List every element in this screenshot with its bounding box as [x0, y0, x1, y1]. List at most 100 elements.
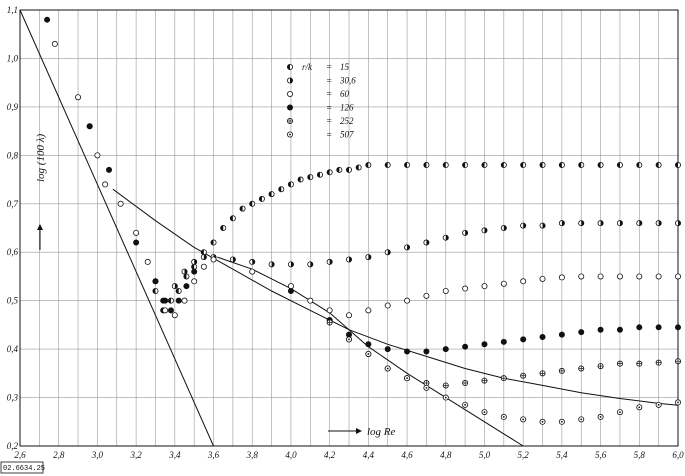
data-point [442, 346, 449, 353]
data-point [384, 249, 391, 256]
data-point [44, 16, 51, 23]
data-point [539, 162, 546, 169]
marker-shape [191, 268, 198, 275]
marker-fill [617, 162, 620, 168]
data-point [423, 292, 430, 299]
legend-label: 126 [340, 103, 354, 113]
x-tick-label: 3,0 [91, 450, 104, 460]
marker-shape [539, 275, 546, 282]
marker-fill [268, 191, 272, 197]
data-point [481, 341, 488, 348]
data-point [655, 273, 662, 280]
data-point [249, 258, 256, 265]
legend-marker [286, 91, 293, 98]
marker-fill [356, 164, 359, 171]
data-point [423, 384, 430, 391]
legend-label: 507 [340, 130, 354, 140]
marker-shape [287, 283, 294, 290]
legend-marker [286, 64, 293, 71]
marker-fill [203, 254, 207, 260]
plot-border [19, 9, 679, 447]
x-tick-label: 3,6 [207, 450, 220, 460]
data-point [675, 220, 682, 227]
marker-fill [465, 230, 468, 236]
data-point [384, 162, 391, 169]
data-point [200, 249, 207, 256]
legend-marker [286, 118, 293, 125]
marker-fill [523, 222, 526, 229]
data-point [326, 319, 333, 326]
data-point [423, 380, 430, 387]
data-point [500, 224, 507, 231]
data-point [75, 94, 82, 101]
data-point [597, 162, 604, 169]
x-tick-label: 3,2 [129, 450, 142, 460]
data-point [423, 239, 430, 246]
data-point [423, 162, 430, 169]
marker-fill [481, 162, 485, 168]
data-point [181, 268, 188, 275]
data-point [171, 283, 178, 290]
marker-fill [501, 162, 504, 168]
legend-equals: = [326, 116, 332, 126]
marker-fill [184, 269, 188, 275]
marker-fill [462, 162, 466, 168]
reference-line [217, 256, 524, 447]
data-point [539, 418, 546, 425]
x-tick-label: 5,2 [518, 450, 530, 460]
marker-shape [675, 324, 682, 331]
data-point [597, 363, 604, 370]
marker-shape [481, 341, 488, 348]
marker-shape [404, 297, 411, 304]
data-point [200, 263, 207, 270]
marker-shape [597, 326, 604, 333]
data-point [558, 220, 565, 227]
data-point [183, 273, 190, 280]
x-axis-title-group: log Re [328, 426, 396, 438]
marker-fill [183, 273, 187, 280]
marker-dot [483, 411, 486, 413]
data-point [220, 224, 227, 231]
data-point [636, 324, 643, 331]
marker-fill [503, 225, 507, 231]
marker-fill [230, 215, 233, 221]
marker-dot [502, 416, 505, 418]
data-point [520, 278, 527, 285]
data-point [675, 324, 682, 331]
marker-shape [167, 307, 174, 314]
data-point [365, 341, 372, 348]
marker-shape [171, 312, 178, 319]
x-tick-label: 5,4 [556, 450, 568, 460]
marker-shape [133, 229, 140, 236]
marker-fill [407, 244, 410, 250]
marker-shape [442, 346, 449, 353]
marker-dot [386, 367, 389, 370]
data-point [51, 40, 58, 47]
marker-fill [542, 222, 546, 229]
marker-dot [677, 401, 679, 404]
data-point [616, 162, 623, 169]
marker-shape [520, 336, 527, 343]
data-point [616, 273, 623, 280]
data-point [326, 258, 333, 265]
marker-shape [578, 273, 585, 280]
marker-dot [289, 133, 291, 136]
data-point [520, 416, 527, 423]
marker-shape [481, 283, 488, 290]
x-tick-label: 3,8 [246, 450, 259, 460]
data-point [133, 229, 140, 236]
y-tick-label: 1,0 [7, 53, 19, 63]
marker-shape [655, 273, 662, 280]
marker-fill [559, 162, 562, 168]
data-point [558, 418, 565, 425]
data-point [520, 222, 527, 229]
data-point [200, 254, 207, 261]
data-point [384, 365, 391, 372]
marker-shape [500, 338, 507, 345]
x-axis-ticks: 2,6 2,8 3,0 3,2 3,4 3,6 3,8 4,0 4,2 4,4 4,6 4,8 5,0 5… [14, 450, 684, 460]
marker-dot [444, 396, 447, 399]
marker-fill [220, 225, 224, 231]
data-point [175, 287, 182, 294]
y-axis-title: log (100 λ) [35, 134, 47, 182]
marker-fill [310, 261, 313, 267]
